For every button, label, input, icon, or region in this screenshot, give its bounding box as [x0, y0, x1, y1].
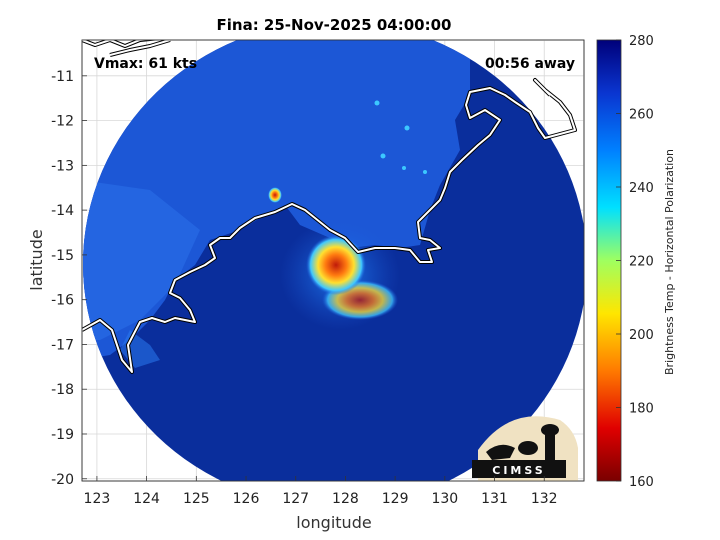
- axes-frame: [81, 39, 585, 482]
- y-tick-label: -17: [51, 337, 74, 353]
- cimss-logo: CIMSS: [472, 416, 578, 481]
- x-tick-label: 132: [531, 491, 558, 507]
- x-tick-label: 128: [332, 491, 359, 507]
- y-tick-label: -16: [51, 293, 74, 309]
- colorbar-tick-label: 220: [629, 255, 654, 270]
- land-highlight: [83, 180, 200, 340]
- colorbar-tick-label: 260: [629, 108, 654, 123]
- cell-spot: [380, 153, 386, 159]
- y-tick-label: -12: [51, 114, 74, 130]
- x-tick-label: 127: [282, 491, 309, 507]
- time-away-label: 00:56 away: [485, 56, 575, 72]
- y-tick-label: -14: [51, 203, 74, 219]
- x-tick-label: 129: [382, 491, 409, 507]
- colorbar-label: Brightness Temp - Horizontal Polarizatio…: [663, 149, 676, 375]
- vmax-label: Vmax: 61 kts: [94, 56, 197, 72]
- y-tick-label: -13: [51, 158, 74, 174]
- colorbar-tick-label: 200: [629, 328, 654, 343]
- x-axis: 123 124 125 126 127 128 129 130 131 132: [84, 476, 558, 507]
- colorbar-tick-label: 180: [629, 402, 654, 417]
- x-tick-label: 125: [183, 491, 210, 507]
- coastline-white: [82, 40, 576, 373]
- x-tick-label: 124: [133, 491, 160, 507]
- cell-spot: [423, 170, 427, 174]
- cell-spot: [404, 125, 410, 131]
- storm-core: [306, 235, 366, 295]
- cell-spot: [402, 166, 406, 170]
- y-tick-label: -11: [51, 69, 74, 85]
- colorbar-ticks: 160 180 200 220 240 260 280: [616, 34, 654, 490]
- y-axis: -11 -12 -13 -14 -15 -16 -17 -18 -19 -20: [51, 69, 87, 488]
- x-tick-label: 126: [233, 491, 260, 507]
- y-tick-label: -19: [51, 427, 74, 443]
- x-tick-label: 130: [431, 491, 458, 507]
- y-tick-label: -15: [51, 248, 74, 264]
- colorbar-tick-label: 160: [629, 475, 654, 490]
- y-tick-label: -20: [51, 472, 74, 488]
- x-tick-label: 131: [481, 491, 508, 507]
- x-axis-label: longitude: [296, 513, 371, 532]
- y-axis-label: latitude: [27, 229, 46, 290]
- colorbar-tick-label: 240: [629, 181, 654, 196]
- isolated-cell: [268, 187, 282, 203]
- swath: [83, 40, 584, 481]
- colorbar-tick-label: 280: [629, 34, 654, 49]
- chart-title: Fina: 25-Nov-2025 04:00:00: [217, 16, 452, 34]
- y-tick-label: -18: [51, 382, 74, 398]
- x-tick-label: 123: [84, 491, 111, 507]
- cimss-logo-text: CIMSS: [492, 464, 545, 477]
- cell-spot: [374, 100, 380, 106]
